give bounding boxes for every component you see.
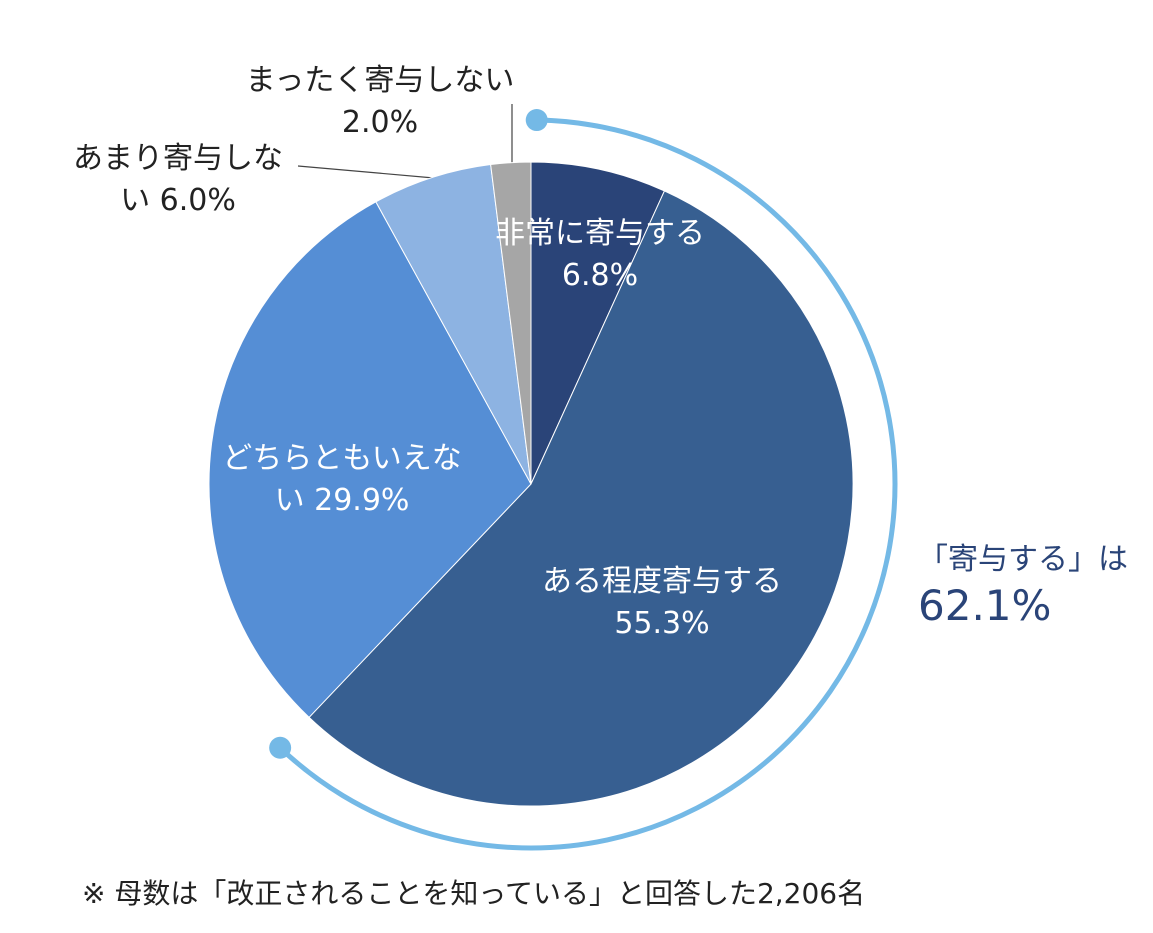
bracket-arc [278,117,898,851]
pie-slice [208,201,532,719]
pie-slice [490,161,532,485]
value-label: 55.3% [614,606,710,641]
value-label: 2.0% [341,105,419,140]
category-label: あまり寄与しない [73,141,283,218]
slice-label: ある程度寄与する 55.3% [502,561,822,645]
value-label: 6.0% [159,183,236,218]
slice-label: どちらともいえない 29.9% [222,438,462,522]
annotation-value: 62.1% [918,581,1052,630]
slice-label: あまり寄与しない 6.0% [63,138,293,222]
annotation: 「寄与する」は 62.1% [918,540,1128,632]
slice-label: まったく寄与しない 2.0% [220,60,540,144]
category-label: どちらともいえない [222,441,462,518]
pie-slice [530,161,666,485]
value-label: 6.8% [561,258,639,293]
pie-slice [375,163,532,485]
category-label: まったく寄与しない [245,63,515,98]
footnote: ※ 母数は「改正されることを知っている」と回答した2,206名 [82,877,866,910]
bracket-dot [525,109,548,132]
pie-slice [308,190,854,807]
category-label: ある程度寄与する [542,564,782,599]
leader-line [297,165,435,179]
category-label: 非常に寄与する [495,216,705,251]
annotation-text: 「寄与する」は [918,542,1128,577]
value-label: 29.9% [314,483,410,518]
slice-label: 非常に寄与する 6.8% [493,213,708,297]
bracket-dot [269,736,292,759]
